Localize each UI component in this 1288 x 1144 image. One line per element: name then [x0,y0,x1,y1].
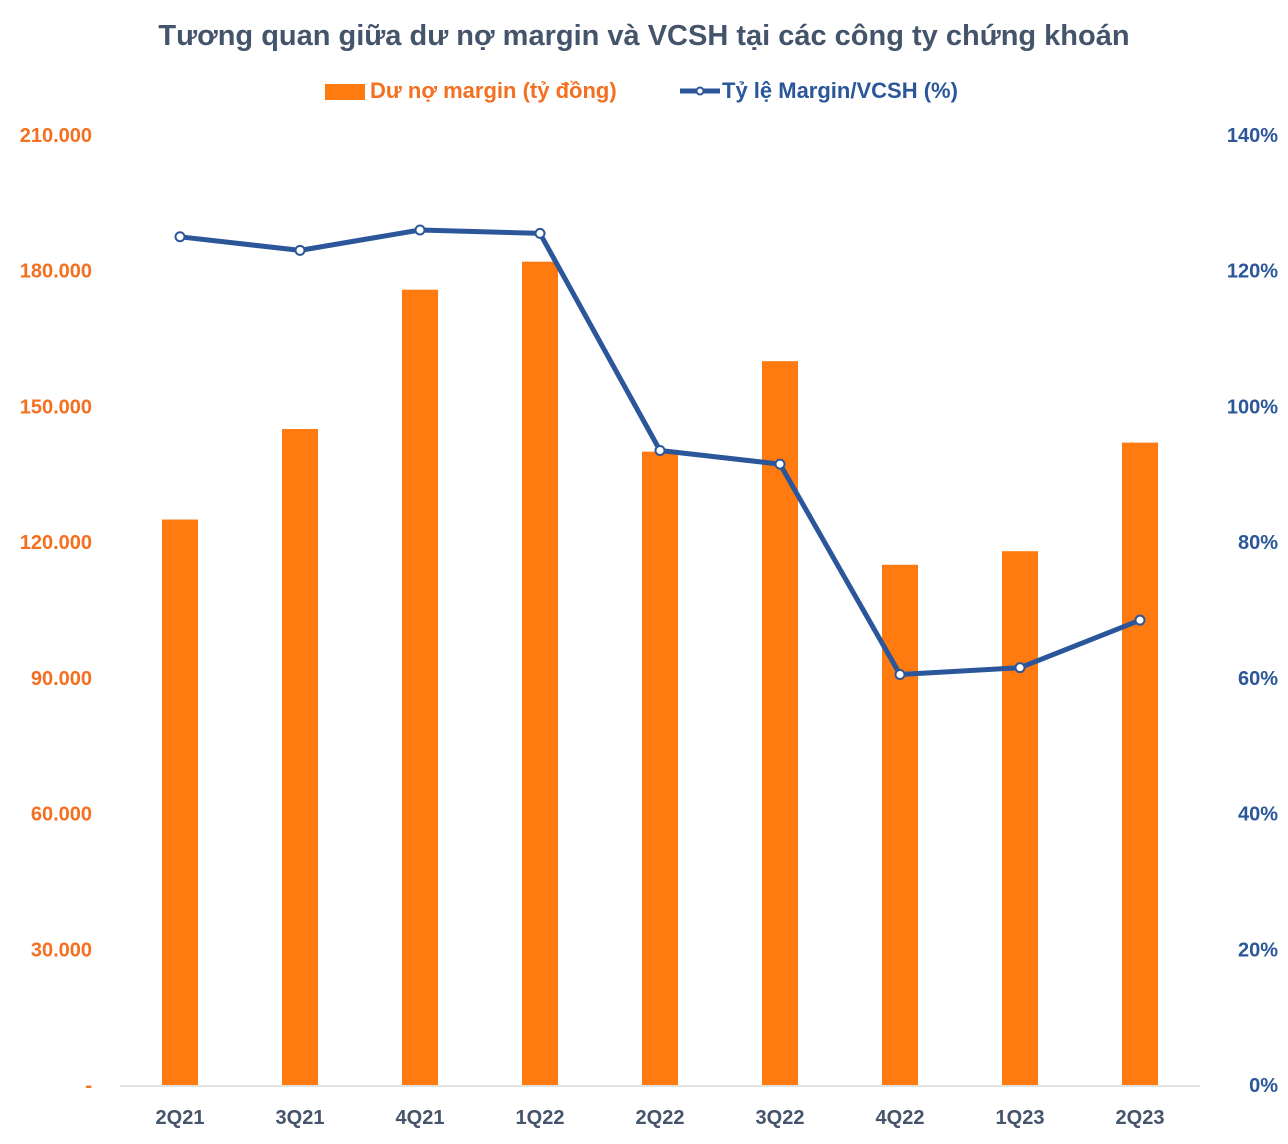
left-axis-tick-label: 120.000 [20,532,92,554]
line-point-1Q23 [1014,662,1026,674]
bar-2Q21 [162,519,198,1085]
bar-2Q22 [642,451,678,1086]
bar-3Q21 [282,429,318,1085]
left-axis-tick-label: 210.000 [20,125,92,147]
right-axis-tick-label: 140% [1227,125,1278,147]
legend-swatch-margin-debt [325,84,365,100]
line-point-3Q21 [294,244,306,256]
x-axis-tick-label: 2Q21 [156,1107,205,1129]
line-point-4Q22 [894,668,906,680]
right-axis-tick-label: 40% [1238,804,1278,826]
legend-marker-margin-ratio [695,86,705,96]
right-axis-tick-label: 80% [1238,532,1278,554]
x-axis-tick-label: 4Q21 [396,1107,445,1129]
bar-series [162,261,1158,1086]
left-axis-tick-label: 150.000 [20,396,92,418]
x-axis-tick-label: 1Q23 [996,1107,1045,1129]
left-axis: - 30.000 60.000 90.000 120.000 150.000 180.000… [20,125,92,1097]
legend-label-margin-debt: Dư nợ margin (tỷ đồng) [370,78,617,103]
x-axis-tick-label: 4Q22 [876,1107,925,1129]
chart-title: Tương quan giữa dư nợ margin và VCSH tại… [158,20,1129,52]
line-point-3Q22 [774,458,786,470]
bar-1Q22 [522,261,558,1086]
left-axis-tick-label: - [85,1075,92,1097]
x-axis: 2Q21 3Q21 4Q21 1Q22 2Q22 3Q22 4Q22 1Q23 2Q23 [156,1107,1165,1129]
x-axis-tick-label: 3Q21 [276,1107,325,1129]
bar-4Q21 [402,289,438,1085]
right-axis: 0% 20% 40% 60% 80% 100% 120% 140% [1227,125,1278,1097]
line-series [174,224,1146,680]
right-axis-tick-label: 60% [1238,668,1278,690]
right-axis-tick-label: 0% [1249,1075,1278,1097]
legend-label-margin-ratio: Tỷ lệ Margin/VCSH (%) [722,78,958,103]
legend: Dư nợ margin (tỷ đồng) Tỷ lệ Margin/VCSH… [325,78,958,103]
left-axis-tick-label: 180.000 [20,261,92,283]
left-axis-tick-label: 90.000 [31,668,92,690]
bar-4Q22 [882,564,918,1085]
line-point-2Q22 [654,445,666,457]
right-axis-tick-label: 120% [1227,261,1278,283]
line-point-1Q22 [534,227,546,239]
line-point-2Q21 [174,231,186,243]
line-point-4Q21 [414,224,426,236]
left-axis-tick-label: 30.000 [31,939,92,961]
bar-1Q23 [1002,551,1038,1085]
x-axis-tick-label: 3Q22 [756,1107,805,1129]
right-axis-tick-label: 20% [1238,939,1278,961]
x-axis-tick-label: 2Q22 [636,1107,685,1129]
bar-3Q22 [762,361,798,1085]
left-axis-tick-label: 60.000 [31,804,92,826]
x-axis-tick-label: 1Q22 [516,1107,565,1129]
right-axis-tick-label: 100% [1227,396,1278,418]
x-axis-tick-label: 2Q23 [1116,1107,1165,1129]
bar-2Q23 [1122,442,1158,1086]
line-point-2Q23 [1134,614,1146,626]
